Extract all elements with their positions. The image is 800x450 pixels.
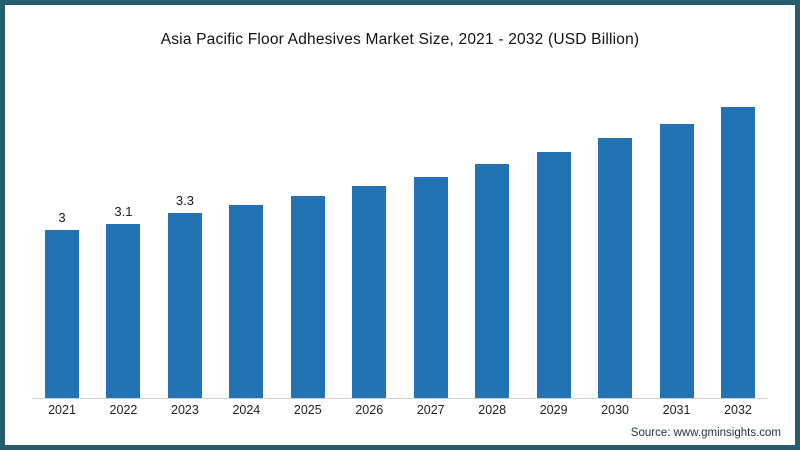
- bar-column: [536, 132, 571, 398]
- chart-title: Asia Pacific Floor Adhesives Market Size…: [160, 31, 640, 48]
- source-attribution: Source: www.gminsights.com: [630, 427, 781, 439]
- bar-column: [659, 104, 694, 398]
- x-tick-label: 2027: [416, 403, 445, 417]
- bar: [475, 164, 510, 398]
- bar-column: [352, 166, 387, 398]
- bar-column: 3.1: [106, 204, 141, 398]
- bar: [536, 152, 571, 398]
- bar-column: [413, 157, 448, 398]
- x-axis-tick-row: 2021 2022 2023 2024 2025 2026 2027 2028 2029 2030…: [33, 403, 767, 417]
- x-tick-label: 2023: [171, 403, 199, 417]
- bar: [290, 196, 325, 398]
- bar-column: [475, 144, 510, 398]
- x-tick-label: 2029: [539, 403, 568, 417]
- x-tick-label: 2031: [662, 403, 691, 417]
- bar-column: [290, 176, 325, 398]
- bar: [598, 138, 633, 398]
- bar-column: [229, 185, 264, 398]
- bar-column: 3.3: [167, 193, 202, 398]
- plot-area: 3 3.1 3.3: [33, 93, 767, 399]
- bar-value-label: 3.3: [175, 193, 194, 208]
- x-tick-label: 2022: [109, 403, 138, 417]
- bar-column: [720, 87, 755, 398]
- bar: [352, 186, 387, 398]
- bar: [167, 213, 202, 398]
- bar: [413, 177, 448, 398]
- x-tick-label: 2021: [48, 403, 76, 417]
- bar-column: 3: [45, 210, 79, 398]
- bar-value-label: 3: [58, 210, 66, 225]
- x-tick-label: 2024: [232, 403, 261, 417]
- x-tick-label: 2025: [293, 403, 322, 417]
- bar: [229, 205, 264, 398]
- bar: [720, 107, 755, 398]
- bar-column: [598, 118, 633, 398]
- x-tick-label: 2026: [355, 403, 384, 417]
- bar: [106, 224, 141, 398]
- x-tick-label: 2032: [724, 403, 752, 417]
- x-tick-label: 2030: [601, 403, 629, 417]
- bar: [659, 124, 694, 398]
- bar: [45, 230, 79, 398]
- x-tick-label: 2028: [478, 403, 507, 417]
- bar-value-label: 3.1: [114, 204, 133, 219]
